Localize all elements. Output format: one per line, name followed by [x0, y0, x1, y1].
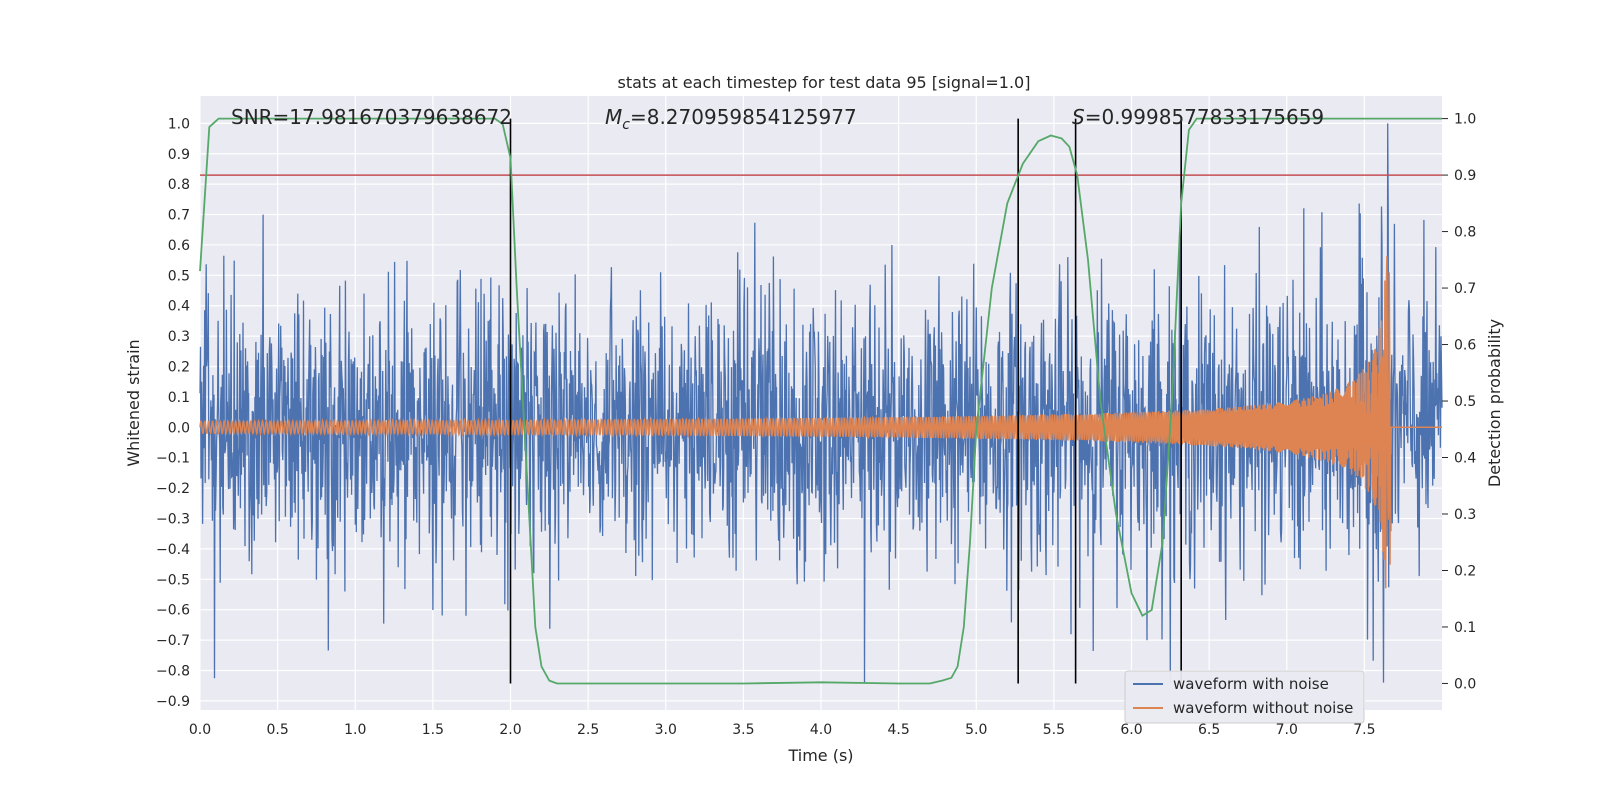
chart-title: stats at each timestep for test data 95 …: [618, 73, 1031, 92]
y-tick-label: 0.4: [168, 299, 190, 315]
x-tick-label: 6.0: [1120, 722, 1142, 738]
x-tick-label: 0.0: [189, 722, 211, 738]
score-annotation: S=0.9998577833175659: [1072, 105, 1324, 129]
left-axis-ticks: 1.0 0.9 0.8 0.7 0.6 0.5 0.4 0.3 0.2 0.1 0.0 −0.1 −0.…: [156, 116, 190, 710]
y2-tick-label: 0.0: [1454, 676, 1476, 692]
y-tick-label: −0.7: [156, 633, 190, 649]
y-tick-label: −0.2: [156, 481, 190, 497]
y2-tick-label: 0.5: [1454, 394, 1476, 410]
y-tick-label: 0.5: [168, 268, 190, 284]
x-axis-label: Time (s): [787, 746, 853, 765]
x-tick-label: 3.0: [655, 722, 677, 738]
detection-probability-line: [199, 117, 1442, 685]
y-tick-label: 1.0: [168, 116, 190, 132]
y-tick-label: 0.8: [168, 177, 190, 193]
x-tick-label: 7.5: [1353, 722, 1375, 738]
y-tick-label: −0.8: [156, 663, 190, 679]
y-tick-label: −0.1: [156, 451, 190, 467]
x-tick-label: 5.0: [965, 722, 987, 738]
x-tick-label: 0.5: [266, 722, 288, 738]
x-tick-label: 3.5: [732, 722, 754, 738]
y-tick-label: −0.4: [156, 542, 190, 558]
y-tick-label: 0.9: [168, 147, 190, 163]
snr-annotation: SNR=17.981670379638672: [231, 105, 512, 129]
y-tick-label: 0.6: [168, 238, 190, 254]
x-tick-label: 5.5: [1043, 722, 1065, 738]
clean-waveform-series: [199, 256, 1442, 589]
y2-tick-label: 0.4: [1454, 451, 1476, 467]
y2-tick-label: 0.8: [1454, 225, 1476, 241]
x-tick-label: 4.5: [887, 722, 909, 738]
x-tick-label: 2.5: [577, 722, 599, 738]
y2-tick-label: 0.9: [1454, 168, 1476, 184]
x-tick-label: 6.5: [1198, 722, 1220, 738]
legend-box: [1124, 670, 1365, 724]
x-tick-label: 4.0: [810, 722, 832, 738]
y2-axis-label: Detection probability: [1485, 319, 1504, 487]
x-tick-label: 7.0: [1276, 722, 1298, 738]
clean-waveform-line: [199, 256, 1442, 589]
y-tick-label: 0.1: [168, 390, 190, 406]
y-axis-label: Whitened strain: [124, 339, 143, 466]
y-tick-label: 0.2: [168, 360, 190, 376]
y-tick-label: 0.7: [168, 208, 190, 224]
legend-label-noisy: waveform with noise: [1173, 675, 1329, 693]
y2-tick-label: 0.2: [1454, 563, 1476, 579]
y2-tick-label: 0.1: [1454, 620, 1476, 636]
y-tick-label: −0.6: [156, 603, 190, 619]
x-axis-ticks: 0.0 0.5 1.0 1.5 2.0 2.5 3.0 3.5 4.0 4.5 5.0 5.5 6.0 6…: [189, 722, 1376, 738]
y-tick-label: −0.3: [156, 512, 190, 528]
y2-tick-label: 0.3: [1454, 507, 1476, 523]
y-tick-label: −0.5: [156, 572, 190, 588]
y2-tick-label: 0.6: [1454, 338, 1476, 354]
y2-tick-label: 0.7: [1454, 281, 1476, 297]
y-tick-label: 0.3: [168, 329, 190, 345]
right-axis-ticks: 1.0 0.9 0.8 0.7 0.6 0.5 0.4 0.3 0.2 0.1 0.0: [1442, 112, 1476, 692]
x-tick-label: 2.0: [499, 722, 521, 738]
legend-label-clean: waveform without noise: [1173, 699, 1353, 717]
chirp-mass-annotation: Mc=8.270959854125977: [605, 105, 857, 133]
legend: waveform with noise waveform without noi…: [1124, 670, 1365, 724]
x-tick-label: 1.5: [422, 722, 444, 738]
y2-tick-label: 1.0: [1454, 112, 1476, 128]
detection-probability-series: [199, 117, 1442, 685]
y-tick-label: 0.0: [168, 420, 190, 436]
y-tick-label: −0.9: [156, 694, 190, 710]
x-tick-label: 1.0: [344, 722, 366, 738]
noisy-waveform-line: [199, 123, 1443, 683]
noisy-waveform-series: [199, 123, 1443, 683]
